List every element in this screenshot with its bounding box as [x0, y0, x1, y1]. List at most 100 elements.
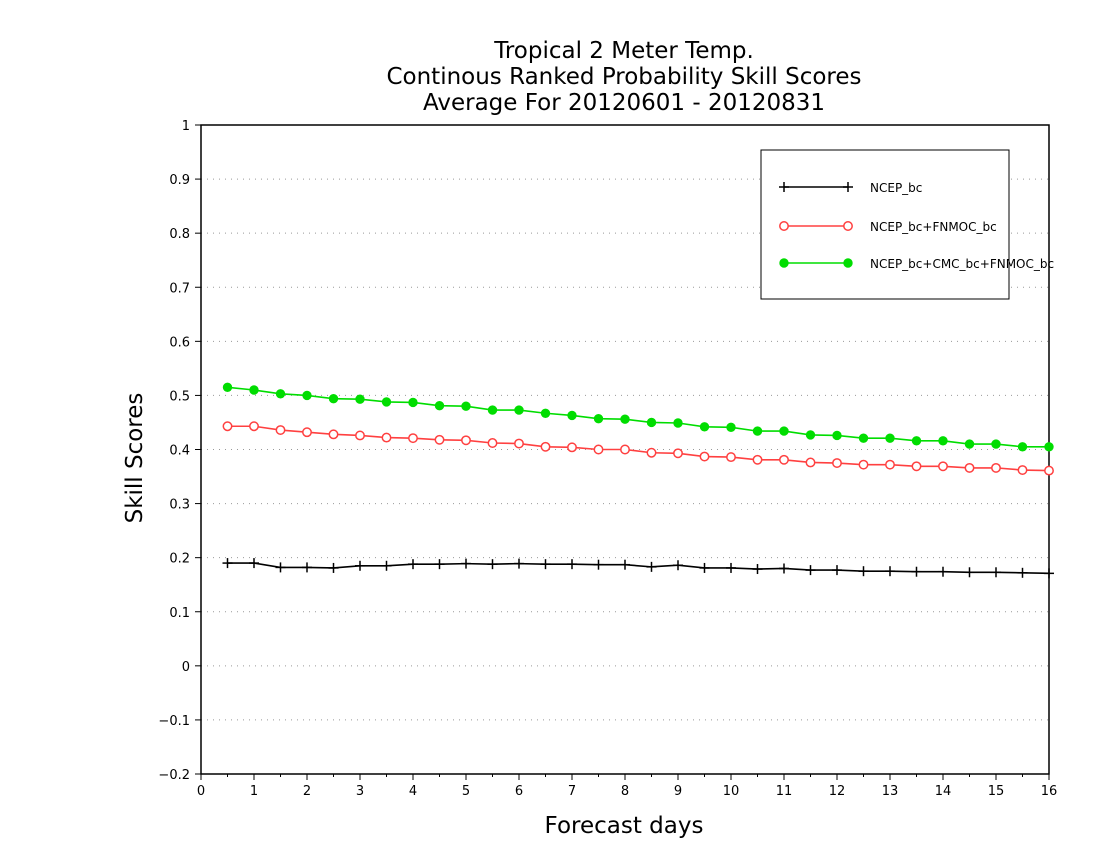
data-point-open-circle	[620, 444, 630, 455]
x-tick-label: 8	[621, 784, 629, 799]
data-point-open-circle	[964, 462, 975, 473]
y-axis-label: Skill Scores	[122, 393, 148, 524]
legend-label: NCEP_bc+CMC_bc+FNMOC_bc	[870, 257, 1054, 271]
x-axis-label: Forecast days	[545, 813, 704, 839]
data-point-open-circle	[222, 421, 233, 432]
data-point-plus	[699, 562, 710, 573]
data-point-filled-circle	[1044, 442, 1054, 452]
x-tick-label: 11	[776, 784, 793, 799]
x-tick-label: 15	[988, 784, 1005, 799]
y-tick-label: 0.8	[169, 227, 190, 242]
y-tick-label: 0.7	[169, 281, 190, 296]
data-point-filled-circle	[779, 258, 789, 268]
x-tick-label: 7	[568, 784, 576, 799]
legend-entry: NCEP_bc	[779, 181, 922, 195]
data-point-plus	[843, 182, 853, 192]
title-line-1: Tropical 2 Meter Temp.	[493, 38, 754, 64]
y-tick-label: −0.2	[158, 768, 190, 783]
data-point-open-circle	[911, 461, 922, 472]
data-point-filled-circle	[964, 439, 975, 449]
data-point-plus	[885, 566, 895, 577]
x-tick-label: 14	[935, 784, 952, 799]
data-point-plus	[726, 562, 736, 573]
data-point-filled-circle	[381, 397, 392, 407]
data-point-open-circle	[673, 448, 683, 459]
data-point-open-circle	[726, 452, 736, 463]
data-point-filled-circle	[938, 436, 948, 446]
legend-box	[760, 149, 1010, 300]
data-point-filled-circle	[779, 426, 789, 436]
data-point-plus	[1017, 567, 1028, 578]
data-point-open-circle	[408, 433, 418, 444]
title-line-3: Average For 20120601 - 20120831	[423, 90, 825, 116]
data-point-filled-circle	[805, 430, 816, 440]
x-tick-label: 5	[462, 784, 470, 799]
data-point-plus	[487, 559, 498, 570]
series-line	[227, 562, 1050, 575]
data-point-plus	[779, 563, 789, 574]
legend-entry: NCEP_bc+FNMOC_bc	[779, 220, 997, 234]
data-point-plus	[620, 559, 630, 570]
data-point-filled-circle	[302, 390, 312, 401]
data-point-open-circle	[249, 421, 259, 432]
data-point-open-circle	[567, 442, 577, 453]
x-tick-label: 4	[409, 784, 417, 799]
data-point-open-circle	[1017, 465, 1028, 476]
data-point-filled-circle	[514, 405, 524, 415]
x-tick-label: 13	[882, 784, 899, 799]
y-tick-label: 0.2	[169, 552, 190, 567]
x-tick-label: 9	[674, 784, 682, 799]
legend-label: NCEP_bc+FNMOC_bc	[870, 220, 997, 234]
legend: NCEP_bc NCEP_bc+FNMOC_bc NCEP_bc+CMC_bc+FN…	[760, 149, 1054, 300]
y-tick-label: 0.4	[169, 444, 190, 459]
y-tick-label: 0.6	[169, 335, 190, 350]
data-point-open-circle	[434, 434, 445, 445]
data-point-open-circle	[275, 425, 286, 435]
data-point-filled-circle	[991, 439, 1001, 449]
data-point-open-circle	[540, 441, 551, 452]
data-point-plus	[805, 565, 816, 576]
data-point-plus	[275, 562, 286, 573]
data-point-plus	[540, 559, 551, 570]
data-point-filled-circle	[843, 258, 853, 268]
legend-label: NCEP_bc	[870, 181, 922, 195]
series-line	[227, 425, 1050, 472]
y-tick-label: 0.1	[169, 606, 190, 621]
data-point-plus	[964, 567, 975, 578]
data-point-plus	[752, 564, 763, 575]
y-tick-label: 0	[182, 660, 190, 675]
data-point-filled-circle	[328, 393, 339, 404]
data-point-open-circle	[938, 461, 948, 472]
x-tick-label: 1	[250, 784, 258, 799]
x-tick-label: 0	[197, 784, 205, 799]
data-point-open-circle	[832, 458, 842, 468]
data-point-filled-circle	[911, 436, 922, 446]
series-2	[222, 421, 1054, 476]
data-point-filled-circle	[222, 382, 233, 393]
data-point-filled-circle	[1017, 442, 1028, 452]
data-point-filled-circle	[726, 422, 736, 433]
x-tick-label: 10	[723, 784, 740, 799]
data-point-open-circle	[355, 430, 365, 441]
x-tick-label: 3	[356, 784, 364, 799]
y-tick-label: 0.9	[169, 173, 190, 188]
data-point-plus	[408, 559, 418, 570]
data-point-open-circle	[805, 457, 816, 468]
data-point-open-circle	[461, 435, 471, 446]
data-point-open-circle	[779, 221, 789, 231]
data-point-open-circle	[381, 432, 392, 443]
data-point-filled-circle	[275, 389, 286, 399]
data-point-plus	[461, 558, 471, 569]
data-point-plus	[938, 566, 948, 577]
data-point-plus	[1044, 568, 1054, 579]
data-point-plus	[355, 560, 365, 571]
data-point-open-circle	[858, 459, 869, 470]
data-point-open-circle	[1044, 465, 1054, 476]
data-point-plus	[832, 565, 842, 576]
data-point-plus	[646, 561, 657, 572]
y-tick-label: 0.3	[169, 498, 190, 513]
data-point-open-circle	[779, 454, 789, 465]
series-1	[222, 558, 1054, 579]
